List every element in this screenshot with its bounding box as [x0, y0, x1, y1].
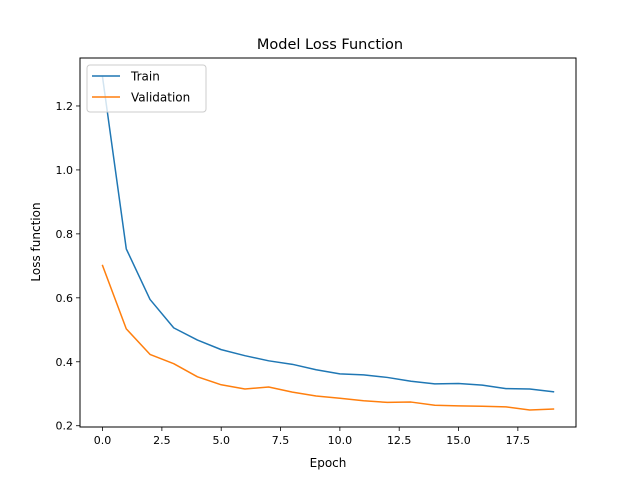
chart-title: Model Loss Function	[257, 37, 403, 53]
validation-loss-line	[101, 264, 555, 411]
x-tick-label: 7.5	[272, 434, 290, 447]
legend-label-train: Train	[130, 70, 160, 84]
legend-label-validation: Validation	[131, 91, 190, 105]
y-tick-label: 1.0	[56, 164, 74, 177]
x-tick-label: 17.5	[506, 434, 531, 447]
y-tick-label: 0.4	[56, 356, 74, 369]
train-loss-line	[101, 76, 555, 393]
y-tick-label: 0.6	[56, 292, 74, 305]
x-tick-label: 15.0	[446, 434, 471, 447]
y-tick-label: 1.2	[56, 100, 74, 113]
x-axis-label: Epoch	[310, 456, 347, 470]
y-tick-label: 0.8	[56, 228, 74, 241]
x-tick-label: 0.0	[94, 434, 112, 447]
plot-lines	[101, 76, 555, 411]
x-axis-ticks: 0.0 2.5 5.0 7.5 10.0 12.5 15.0 17.5	[94, 427, 530, 447]
x-tick-label: 5.0	[212, 434, 230, 447]
y-axis-label: Loss function	[29, 202, 43, 281]
x-tick-label: 2.5	[153, 434, 171, 447]
x-tick-label: 10.0	[328, 434, 353, 447]
legend: Train Validation	[86, 64, 207, 113]
y-tick-label: 0.2	[56, 420, 74, 433]
x-tick-label: 12.5	[387, 434, 412, 447]
y-axis-ticks: 0.2 0.4 0.6 0.8 1.0 1.2	[56, 100, 80, 433]
plot-frame	[79, 57, 577, 428]
